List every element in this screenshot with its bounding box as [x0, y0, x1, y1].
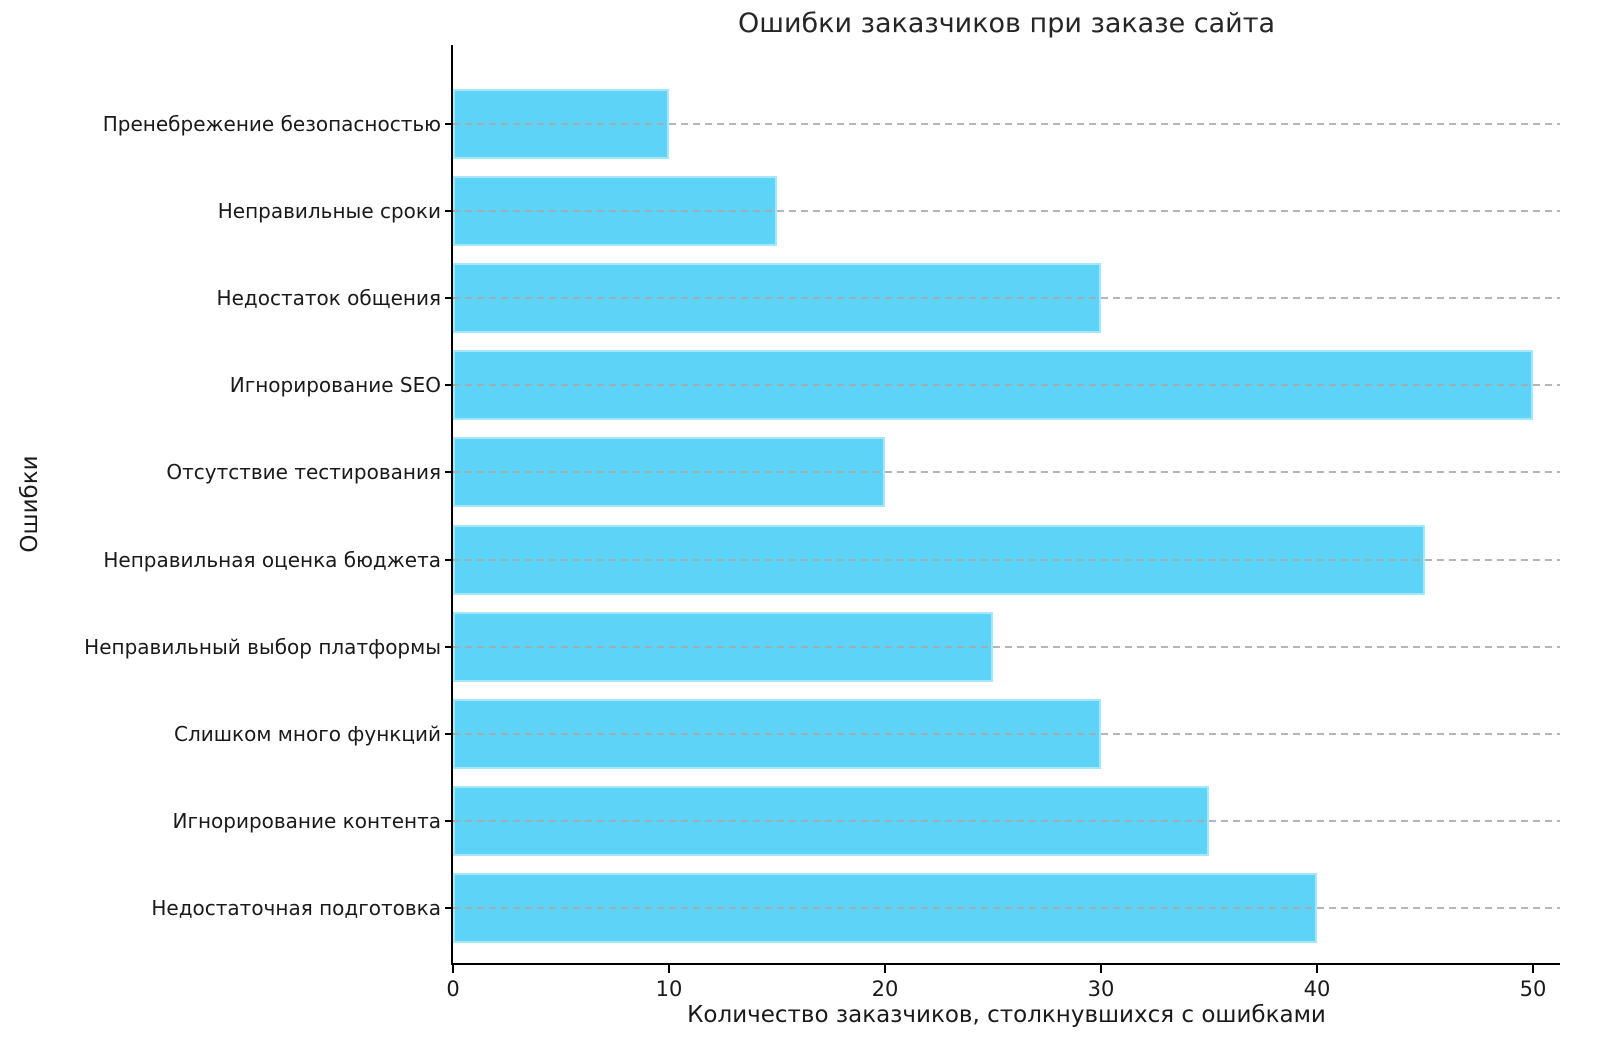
plot-area	[451, 45, 1560, 965]
x-tick	[1316, 965, 1318, 973]
chart-title: Ошибки заказчиков при заказе сайта	[738, 8, 1275, 39]
category-label: Отсутствие тестирования	[166, 460, 441, 485]
x-tick-label: 20	[871, 977, 899, 1001]
gridline	[453, 645, 1560, 648]
y-tick	[445, 471, 453, 474]
x-tick	[668, 965, 670, 973]
gridline	[453, 471, 1560, 474]
y-tick	[445, 732, 453, 735]
y-tick	[445, 123, 453, 125]
category-label: Неправильный выбор платформы	[84, 634, 441, 659]
x-tick-label: 50	[1519, 977, 1547, 1001]
gridline	[453, 384, 1560, 387]
x-tick-label: 30	[1087, 977, 1115, 1001]
category-label: Неправильная оценка бюджета	[103, 547, 441, 572]
category-label: Недостаточная подготовка	[151, 895, 441, 920]
x-tick	[1100, 965, 1102, 973]
y-tick	[445, 210, 453, 213]
x-tick-label: 40	[1303, 977, 1331, 1001]
gridline	[453, 210, 1560, 213]
y-tick	[445, 558, 453, 561]
x-tick	[884, 965, 886, 973]
y-tick	[445, 384, 453, 387]
gridline	[453, 123, 1560, 125]
category-label: Слишком много функций	[173, 721, 441, 746]
category-label: Неправильные сроки	[217, 199, 441, 224]
category-label: Игнорирование SEO	[229, 373, 441, 398]
x-tick	[452, 965, 454, 973]
y-tick	[445, 906, 453, 909]
category-label: Пренебрежение безопасностью	[102, 112, 441, 136]
x-axis-label: Количество заказчиков, столкнувшихся с о…	[687, 1002, 1326, 1028]
gridline	[453, 819, 1560, 822]
category-label: Недостаток общения	[216, 286, 441, 311]
y-tick	[445, 645, 453, 648]
x-tick-label: 10	[655, 977, 683, 1001]
gridline	[453, 732, 1560, 735]
x-tick-label: 0	[446, 977, 460, 1001]
gridline	[453, 558, 1560, 561]
y-tick	[445, 819, 453, 822]
gridline	[453, 297, 1560, 300]
gridline	[453, 906, 1560, 909]
x-tick	[1532, 965, 1534, 973]
category-label: Игнорирование контента	[172, 808, 441, 833]
y-tick	[445, 297, 453, 300]
